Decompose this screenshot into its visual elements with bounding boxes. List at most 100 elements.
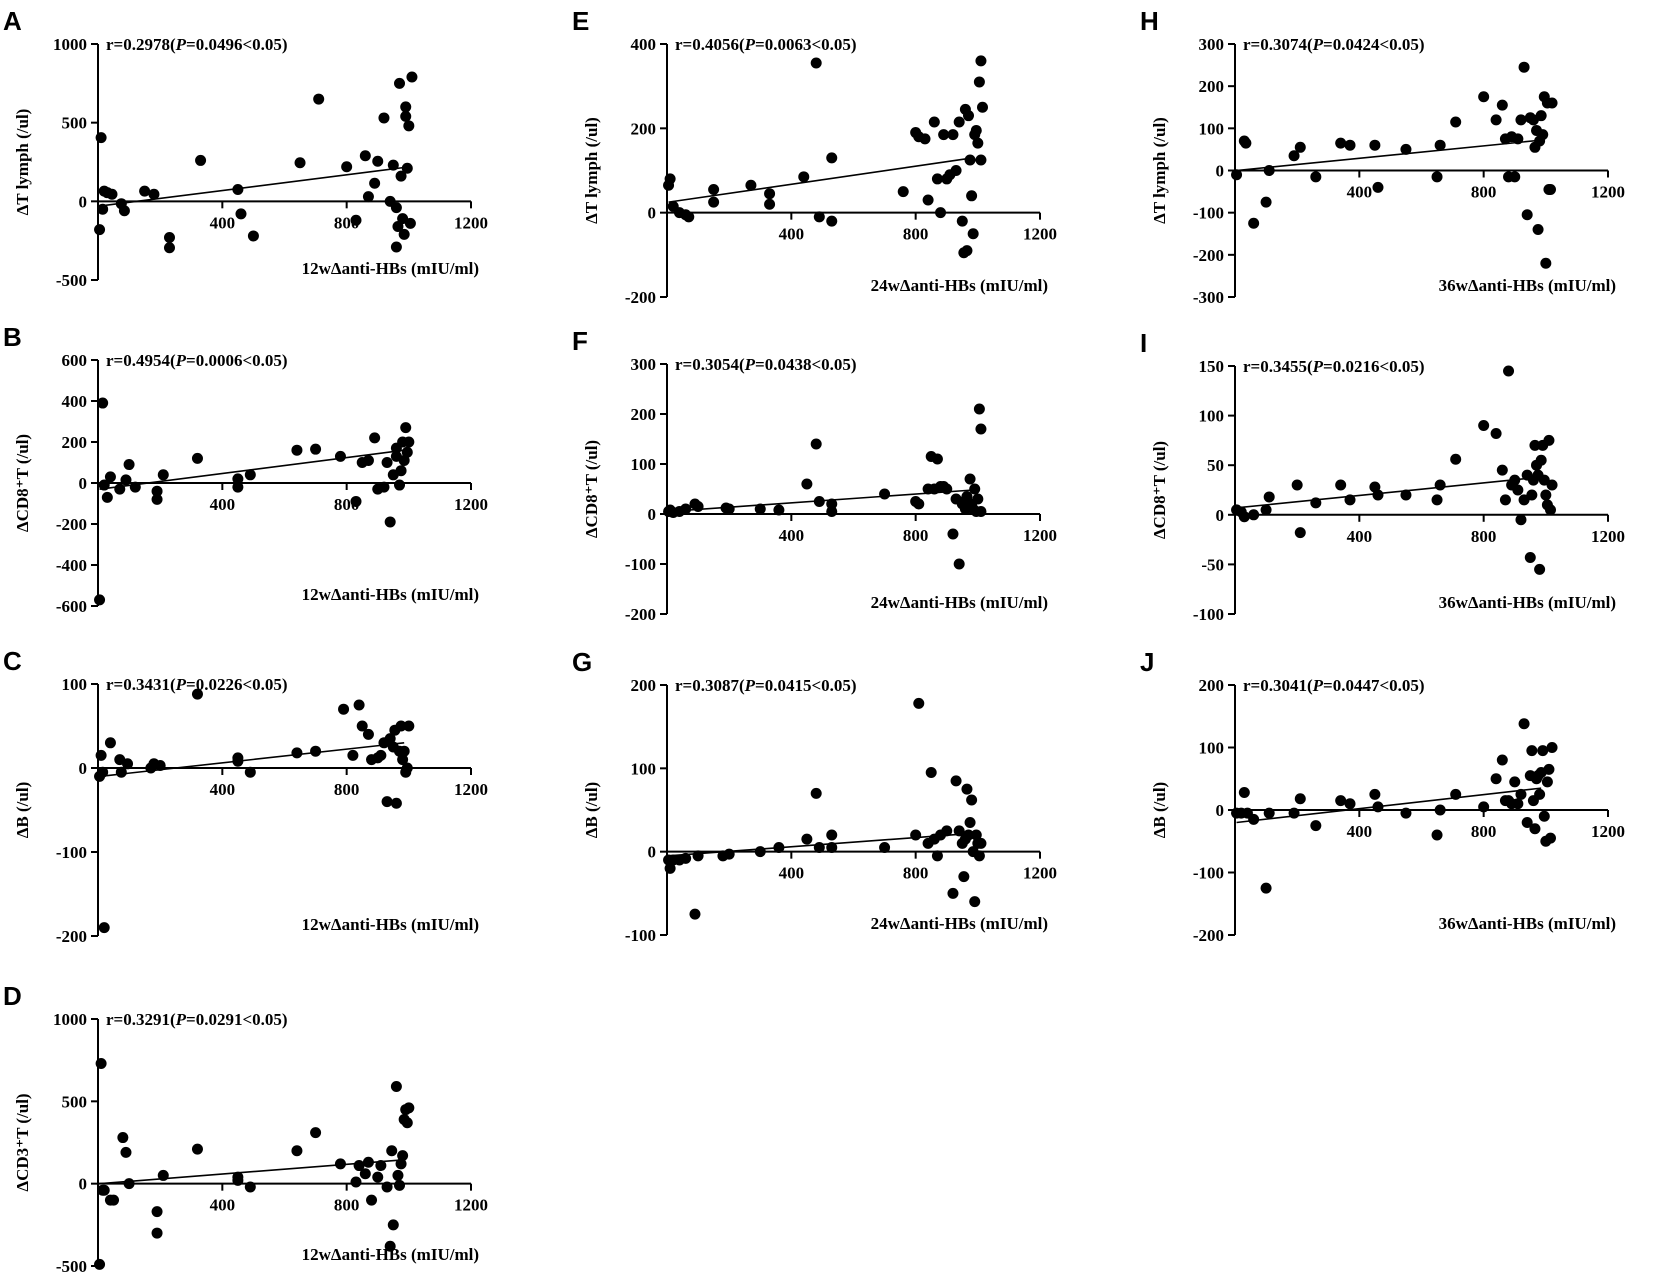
panel-h-data-point — [1518, 61, 1530, 73]
panel-i-data-point — [1490, 427, 1502, 439]
panel-d-stat-annotation: r=0.3291(P=0.0291<0.05) — [106, 1010, 288, 1029]
panel-i-data-point — [1335, 479, 1347, 491]
panel-b-data-point — [350, 495, 362, 507]
panel-c-data-point — [403, 720, 415, 732]
panel-g-data-point — [961, 783, 973, 795]
panel-f-data-point — [975, 423, 987, 435]
panel-b-data-point — [98, 479, 110, 491]
panel-c-y-tick-label: 0 — [79, 759, 88, 778]
panel-b-y-tick-label: 400 — [62, 392, 88, 411]
panel-f: F -200 -100 0 100 200 300 400 800 1200 ΔCD8⁺T (/ul… — [572, 326, 1057, 624]
panel-d-data-point — [384, 1240, 396, 1252]
panel-f-data-point — [680, 503, 692, 515]
panel-e-data-point — [967, 228, 979, 240]
panel-g-data-point — [963, 829, 975, 841]
panel-h-data-point — [1490, 114, 1502, 126]
panel-j-data-point — [1544, 832, 1556, 844]
panel-e-data-point — [798, 171, 810, 183]
panel-i-data-point — [1431, 494, 1443, 506]
panel-h: H -300 -200 -100 0 100 200 300 400 800 1200 ΔT lymp… — [1140, 6, 1625, 307]
panel-j-data-point — [1512, 798, 1524, 810]
panel-i-data-point — [1344, 494, 1356, 506]
panel-g-x-tick-label: 800 — [903, 864, 929, 883]
panel-d-x-label: 12wΔanti-HBs (mIU/ml) — [302, 1245, 479, 1264]
panel-c-x-tick-label: 800 — [334, 780, 360, 799]
panel-h-data-point — [1540, 257, 1552, 269]
panel-h-y-label: ΔT lymph (/ul) — [1150, 117, 1169, 224]
panel-f-x-label: 24wΔanti-HBs (mIU/ml) — [871, 593, 1048, 612]
panel-b-data-point — [101, 491, 113, 503]
panel-a-data-point — [95, 132, 107, 144]
panel-g-data-point — [969, 896, 981, 908]
panel-j-data-point — [1400, 807, 1412, 819]
panel-e-data-point — [961, 245, 973, 257]
panel-i-stat-p-value: =0.0216<0.05) — [1323, 357, 1425, 376]
panel-g-data-point — [692, 850, 704, 862]
panel-f-data-point — [810, 438, 822, 450]
panel-b-letter: B — [3, 322, 22, 352]
panel-e-x-tick-label: 800 — [903, 225, 929, 244]
panel-i-data-point — [1260, 504, 1272, 516]
panel-d-stat-p-value: =0.0291<0.05) — [186, 1010, 288, 1029]
panel-b-y-tick-label: 200 — [62, 433, 88, 452]
panel-e-data-point — [975, 55, 987, 67]
panel-b-data-point — [244, 469, 256, 481]
panel-e-data-point — [953, 116, 965, 128]
panel-d-data-point — [291, 1145, 303, 1157]
panel-d-data-point — [310, 1127, 322, 1139]
panel-j-data-point — [1509, 776, 1521, 788]
panel-j-data-point — [1335, 795, 1347, 807]
panel-d-data-point — [362, 1156, 374, 1168]
panel-c-data-point — [95, 749, 107, 761]
panel-e-data-point — [826, 215, 838, 227]
panel-g-stat-p-symbol: P — [744, 676, 756, 695]
panel-h-data-point — [1372, 181, 1384, 193]
panel-h-stat-p-symbol: P — [1312, 35, 1324, 54]
panel-h-data-point — [1537, 129, 1549, 141]
panel-j-data-point — [1431, 829, 1443, 841]
panel-j-fit-line — [1236, 787, 1542, 824]
panel-c-data-point — [375, 749, 387, 761]
panel-j-data-point — [1369, 788, 1381, 800]
panel-b-y-tick-label: -400 — [56, 556, 87, 575]
panel-f-data-point — [913, 498, 925, 510]
panel-e-data-point — [975, 154, 987, 166]
panel-i-data-point — [1248, 509, 1260, 521]
panel-d-letter: D — [3, 981, 22, 1011]
panel-i-stat-r: r=0.3455( — [1243, 357, 1313, 376]
panel-g: G -100 0 100 200 400 800 1200 ΔB (/ul) 24wΔanti-H… — [572, 647, 1057, 945]
panel-b-y-tick-label: -200 — [56, 515, 87, 534]
panel-i-data-point — [1529, 439, 1541, 451]
panel-i-data-point — [1263, 491, 1275, 503]
panel-h-data-point — [1509, 171, 1521, 183]
panel-g-data-point — [941, 825, 953, 837]
panel-a-data-point — [404, 217, 416, 229]
panel-h-stat-r: r=0.3074( — [1243, 35, 1313, 54]
panel-j-data-point — [1344, 798, 1356, 810]
panel-b-data-point — [401, 446, 413, 458]
panel-e-fit-line — [668, 157, 974, 203]
panel-a-y-tick-label: 0 — [79, 192, 88, 211]
panel-b-data-point — [151, 493, 163, 505]
panel-j-data-point — [1537, 745, 1549, 757]
panel-j-y-tick-label: 200 — [1199, 676, 1225, 695]
panel-d-x-tick-label: 1200 — [454, 1196, 488, 1215]
panel-e-data-point — [976, 101, 988, 113]
panel-b-data-point — [291, 444, 303, 456]
panel-j-data-point — [1496, 754, 1508, 766]
panel-a-data-point — [401, 162, 413, 174]
panel-a-data-point — [395, 170, 407, 182]
panel-a-letter: A — [3, 6, 22, 36]
panel-h-y-tick-label: 300 — [1199, 35, 1225, 54]
panel-g-data-point — [975, 837, 987, 849]
panel-j-y-tick-label: 0 — [1216, 801, 1225, 820]
panel-c-data-point — [390, 797, 402, 809]
panel-b-stat-p-symbol: P — [175, 351, 187, 370]
panel-h-data-point — [1240, 137, 1252, 149]
panel-f-data-point — [947, 528, 959, 540]
panel-c-data-point — [191, 688, 203, 700]
panel-d-data-point — [401, 1117, 413, 1129]
panel-g-data-point — [879, 842, 891, 853]
panel-h-y-tick-label: 0 — [1216, 162, 1225, 181]
panel-d-data-point — [353, 1160, 365, 1172]
